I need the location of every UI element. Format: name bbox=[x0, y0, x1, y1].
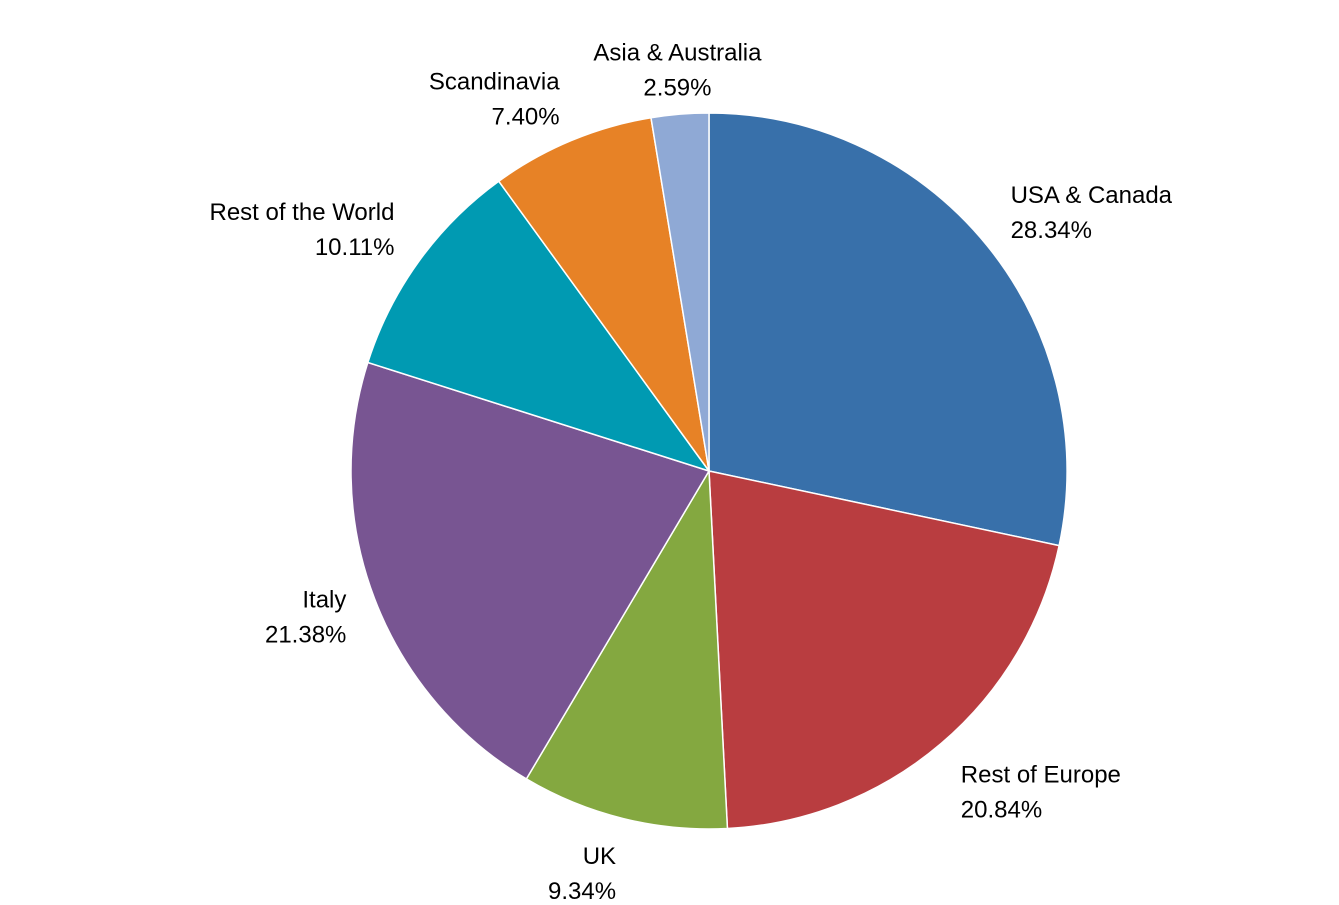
value-label: 7.40% bbox=[492, 103, 560, 130]
value-label: 28.34% bbox=[1011, 217, 1092, 244]
pie-slice bbox=[525, 468, 729, 830]
category-label: UK bbox=[583, 843, 616, 870]
value-label: 21.38% bbox=[265, 621, 346, 648]
value-label: 9.34% bbox=[548, 878, 616, 905]
category-label: Rest of the World bbox=[209, 199, 394, 226]
pie-slice bbox=[708, 112, 1068, 547]
pie-slice bbox=[650, 112, 710, 472]
category-label: Rest of Europe bbox=[961, 762, 1121, 789]
category-label: Italy bbox=[302, 586, 346, 613]
pie-slice bbox=[497, 116, 710, 472]
pie-slice bbox=[708, 470, 1061, 830]
value-label: 10.11% bbox=[315, 234, 395, 261]
category-label: Asia & Australia bbox=[593, 40, 762, 67]
category-label: Scandinavia bbox=[429, 68, 560, 95]
pie-slice bbox=[350, 361, 711, 780]
value-label: 2.59% bbox=[643, 75, 711, 102]
pie-slice bbox=[366, 180, 711, 473]
category-label: USA & Canada bbox=[1011, 182, 1173, 209]
value-label: 20.84% bbox=[961, 797, 1042, 824]
